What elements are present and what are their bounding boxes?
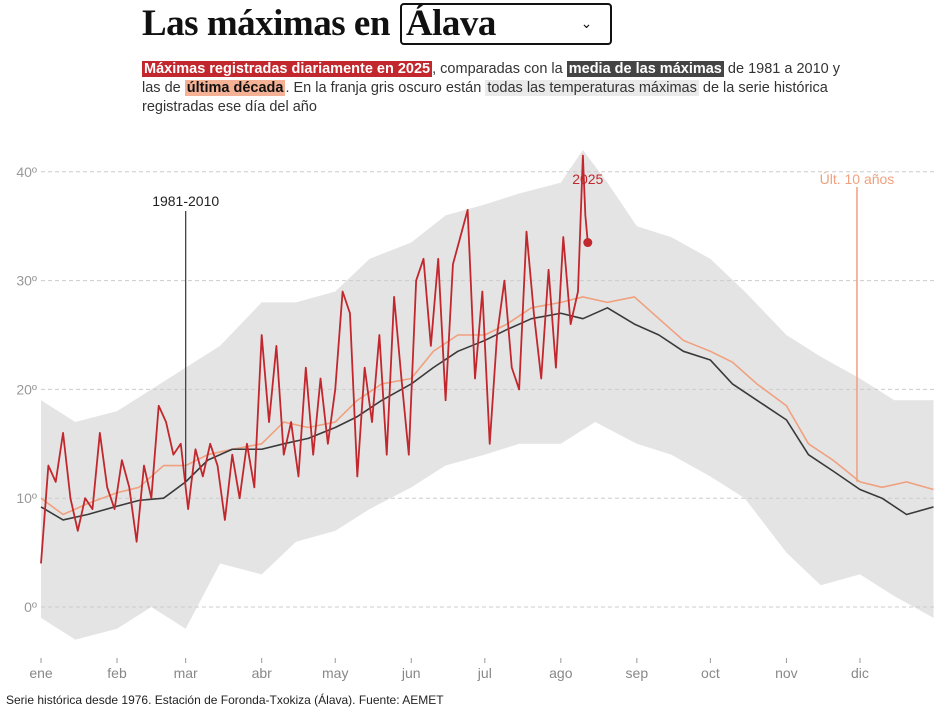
footer-source: Serie histórica desde 1976. Estación de … (6, 693, 444, 707)
subtitle-text: . En la franja gris oscuro están (285, 80, 486, 96)
y-tick-label: 0º (24, 599, 37, 615)
x-tick-label: mar (174, 665, 198, 681)
annotation-label-decade: Últ. 10 años (820, 171, 895, 187)
y-tick-label: 40º (16, 164, 37, 180)
x-tick-label: abr (252, 665, 273, 681)
annotation-label-2025: 2025 (572, 171, 603, 187)
x-tick-label: oct (701, 665, 720, 681)
subtitle: Máximas registradas diariamente en 2025,… (142, 60, 842, 117)
series-line-y2025 (40, 154, 589, 564)
annotation-label-mean: 1981-2010 (152, 193, 219, 209)
y-tick-label: 10º (16, 490, 37, 506)
subtitle-text: de 1981 a 2010 y las de (142, 61, 840, 96)
x-tick-label: may (322, 665, 348, 681)
page-title: Las máximas en Álava ⌄ (142, 2, 612, 45)
legend-decade: última década (184, 80, 286, 96)
x-tick-label: nov (775, 665, 798, 681)
y-tick-label: 20º (16, 381, 37, 397)
x-tick-label: jun (401, 665, 421, 681)
subtitle-text: , comparadas con la (432, 61, 567, 77)
y-tick-label: 30º (16, 273, 37, 289)
x-tick-label: ago (549, 665, 573, 681)
x-tick-label: ene (29, 665, 53, 681)
chevron-down-icon: ⌄ (580, 15, 593, 32)
x-tick-label: feb (107, 665, 127, 681)
province-select[interactable]: Álava ⌄ (399, 2, 612, 45)
legend-mean: media de las máximas (566, 61, 724, 77)
legend-2025: Máximas registradas diariamente en 2025 (142, 61, 433, 77)
legend-band: todas las temperaturas máximas (485, 80, 699, 96)
series-end-dot-2025 (583, 238, 593, 248)
title-prefix: Las máximas en (142, 3, 390, 44)
x-tick-label: dic (851, 665, 869, 681)
province-select-value: Álava (405, 3, 497, 44)
x-tick-label: sep (626, 665, 649, 681)
subtitle-text: de la serie histórica registradas ese dí… (142, 80, 828, 115)
x-tick-label: jul (477, 665, 492, 681)
